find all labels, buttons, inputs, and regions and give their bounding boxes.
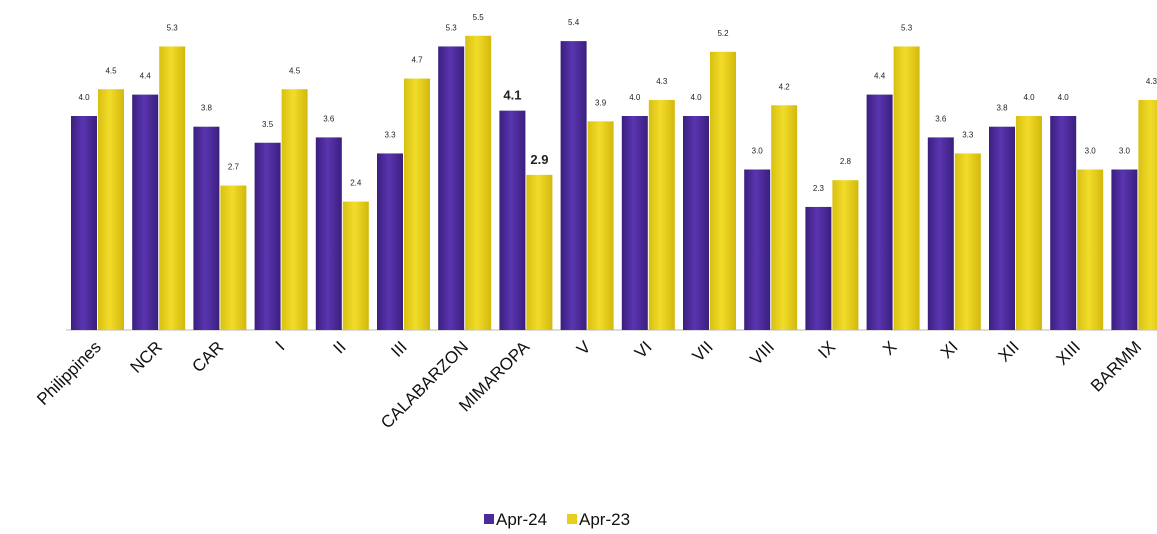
x-tick-iii: III [387,337,410,360]
bar-barmm-apr-23 [1138,99,1157,330]
value-label-ix-apr-24: 2.3 [813,184,825,193]
bar-v-apr-23 [587,121,614,330]
bar-xi-apr-24 [927,137,954,330]
value-label-philippines-apr-24: 4.0 [78,93,90,102]
value-label-vi-apr-24: 4.0 [629,93,641,102]
value-label-viii-apr-24: 3.0 [752,147,764,156]
value-label-v-apr-24: 5.4 [568,18,580,27]
bar-philippines-apr-24 [71,116,97,330]
bar-philippines-apr-23 [98,89,124,330]
x-tick-x: X [879,337,900,358]
bar-xiii-apr-24 [1050,116,1077,330]
bar-v-apr-24 [560,41,587,330]
value-label-calabarzon-apr-24: 5.3 [446,23,458,32]
x-tick-viii: VIII [747,337,778,368]
value-label-car-apr-24: 3.8 [201,104,213,113]
value-label-i-apr-23: 4.5 [289,66,301,75]
value-label-barmm-apr-23: 4.3 [1146,77,1157,86]
bar-vii-apr-23 [710,51,736,331]
x-tick-i: I [272,337,289,354]
bar-calabarzon-apr-23 [465,35,492,330]
value-label-vi-apr-23: 4.3 [656,77,668,86]
x-tick-xi: XI [937,337,962,362]
bars-layer [71,35,1157,331]
bar-xi-apr-23 [954,153,981,330]
x-tick-xiii: XIII [1053,337,1084,368]
bar-ii-apr-24 [315,137,342,330]
bar-iii-apr-23 [404,78,430,330]
value-label-x-apr-23: 5.3 [901,23,913,32]
x-tick-vii: VII [689,337,717,365]
x-tick-v: V [573,337,595,359]
value-label-xii-apr-24: 3.8 [996,104,1008,113]
value-label-ncr-apr-24: 4.4 [140,72,152,81]
bar-xiii-apr-23 [1077,169,1104,330]
bar-x-apr-23 [893,46,920,330]
bar-ncr-apr-23 [159,46,186,330]
value-label-ncr-apr-23: 5.3 [167,23,179,32]
bar-vi-apr-23 [648,99,675,330]
value-label-viii-apr-23: 4.2 [779,82,791,91]
value-label-barmm-apr-24: 3.0 [1119,147,1131,156]
bar-ncr-apr-24 [132,94,159,330]
value-label-mimaropa-apr-24: 4.1 [503,88,521,103]
value-label-xiii-apr-23: 3.0 [1085,147,1097,156]
legend-label-apr-24: Apr-24 [496,510,547,529]
bar-iii-apr-24 [377,153,403,330]
bar-ii-apr-23 [342,201,369,330]
bar-vii-apr-24 [683,116,709,330]
x-tick-car: CAR [188,337,227,376]
legend-swatch-apr-24 [484,514,494,524]
bar-mimaropa-apr-24 [499,110,526,331]
value-label-ii-apr-23: 2.4 [350,179,362,188]
value-label-philippines-apr-23: 4.5 [105,66,117,75]
value-label-xi-apr-24: 3.6 [935,114,947,123]
bar-viii-apr-23 [771,105,798,330]
value-label-i-apr-24: 3.5 [262,120,274,129]
legend-label-apr-23: Apr-23 [579,510,630,529]
value-label-car-apr-23: 2.7 [228,163,240,172]
bar-calabarzon-apr-24 [438,46,465,330]
bar-xii-apr-23 [1016,116,1042,330]
bar-i-apr-23 [281,89,308,330]
bar-viii-apr-24 [744,169,771,330]
x-tick-barmm: BARMM [1087,337,1145,395]
bar-i-apr-24 [254,142,281,330]
value-label-ix-apr-23: 2.8 [840,157,852,166]
value-label-xi-apr-23: 3.3 [962,130,974,139]
value-label-vii-apr-23: 5.2 [717,29,729,38]
bar-mimaropa-apr-23 [526,174,553,330]
x-tick-philippines: Philippines [33,337,105,409]
value-labels-layer: 4.0 4.5 4.4 5.3 3.8 2.7 3.5 4.5 3.6 2.4 3.3 4.7 5.3 5… [78,13,1157,193]
bar-xii-apr-24 [989,126,1015,330]
legend-swatch-apr-23 [567,514,577,524]
value-label-vii-apr-24: 4.0 [690,93,702,102]
x-tick-ix: IX [814,337,839,362]
x-tick-ii: II [330,337,350,357]
value-label-iii-apr-24: 3.3 [384,130,396,139]
bar-car-apr-24 [193,126,220,330]
x-tick-vi: VI [631,337,656,362]
x-tick-labels: Philippines NCR CAR I II IIICALABARZONMIMAROP… [33,337,1145,432]
x-tick-xii: XII [995,337,1023,365]
bar-ix-apr-24 [805,206,832,330]
bar-car-apr-23 [220,185,247,330]
legend: Apr-24 Apr-23 [484,510,630,529]
value-label-xii-apr-23: 4.0 [1023,93,1035,102]
bar-barmm-apr-24 [1111,169,1138,330]
bar-ix-apr-23 [832,180,859,330]
value-label-x-apr-24: 4.4 [874,72,886,81]
x-tick-ncr: NCR [127,337,166,376]
value-label-calabarzon-apr-23: 5.5 [473,13,485,22]
value-label-iii-apr-23: 4.7 [411,56,423,65]
value-label-xiii-apr-24: 4.0 [1058,93,1070,102]
value-label-ii-apr-24: 3.6 [323,114,335,123]
bar-x-apr-24 [866,94,893,330]
value-label-mimaropa-apr-23: 2.9 [530,152,548,167]
bar-vi-apr-24 [621,116,648,330]
value-label-v-apr-23: 3.9 [595,98,607,107]
